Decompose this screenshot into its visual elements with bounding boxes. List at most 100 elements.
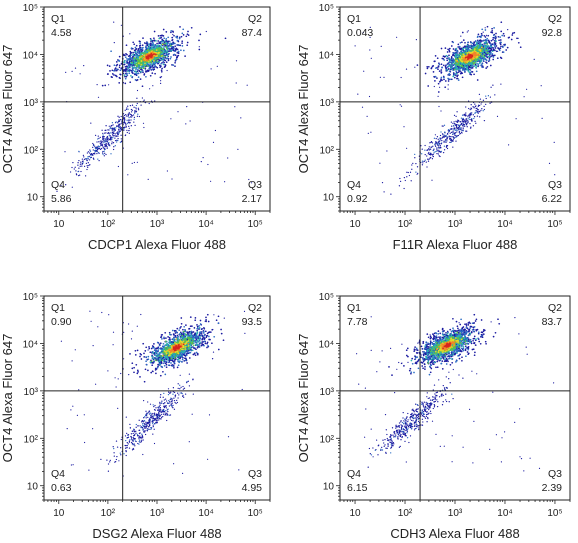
event-dot <box>444 86 447 89</box>
event-dot <box>88 164 90 167</box>
event-dot <box>433 85 435 88</box>
event-dot <box>97 96 100 98</box>
event-dot <box>176 39 179 42</box>
event-dot <box>489 64 492 67</box>
event-dot <box>467 121 469 124</box>
event-dot <box>111 122 114 124</box>
event-dot <box>132 72 134 75</box>
event-dot <box>103 136 105 138</box>
event-dot <box>116 125 118 127</box>
event-dot <box>475 65 478 67</box>
event-dot <box>442 133 444 135</box>
event-dot <box>441 139 443 142</box>
event-dot <box>150 39 153 41</box>
event-dot <box>153 45 155 48</box>
event-dot <box>234 106 236 108</box>
event-dot <box>141 44 144 47</box>
event-dot <box>459 53 461 55</box>
event-dot <box>97 138 99 140</box>
event-dot <box>471 46 474 49</box>
event-dot <box>147 401 149 403</box>
event-dot <box>154 44 157 47</box>
event-dot <box>431 65 434 68</box>
event-dot <box>485 46 488 48</box>
event-dot <box>434 145 437 147</box>
event-dot <box>142 66 145 69</box>
event-dot <box>107 137 109 139</box>
event-dot <box>453 121 455 123</box>
event-dot <box>448 68 450 70</box>
event-dot <box>474 120 476 123</box>
event-dot <box>134 54 137 57</box>
event-dot <box>130 114 133 116</box>
event-dot <box>170 50 173 52</box>
event-dot <box>448 54 450 57</box>
event-dot <box>168 40 171 43</box>
event-dot <box>458 47 461 50</box>
event-dot <box>131 65 133 68</box>
event-dot <box>214 129 216 132</box>
event-dot <box>428 158 430 160</box>
event-dot <box>438 149 440 151</box>
event-dot <box>515 118 517 120</box>
event-dot <box>120 372 122 375</box>
event-dot <box>455 47 458 50</box>
event-dot <box>441 66 443 69</box>
event-dot <box>160 53 163 55</box>
event-dot <box>131 104 134 106</box>
event-dot <box>129 81 132 84</box>
event-dot <box>453 114 456 117</box>
event-dot <box>479 45 482 47</box>
event-dot <box>403 126 405 128</box>
event-dot <box>427 65 430 68</box>
event-dot <box>380 45 382 48</box>
event-dot <box>428 153 431 155</box>
event-dot <box>439 137 441 139</box>
event-dot <box>156 66 159 69</box>
event-dot <box>469 69 472 71</box>
event-dot <box>424 72 427 75</box>
y-tick-label: 10 <box>27 193 39 204</box>
event-dot <box>189 120 191 122</box>
event-dots <box>354 21 556 195</box>
event-dot <box>495 32 497 35</box>
event-dot <box>135 108 137 110</box>
event-dot <box>440 78 442 81</box>
event-dot <box>133 121 135 123</box>
event-dot <box>96 141 98 143</box>
event-dot <box>469 49 472 52</box>
event-dot <box>480 109 482 112</box>
event-dot <box>136 89 139 92</box>
event-dot <box>142 52 145 55</box>
event-dot <box>124 134 127 136</box>
event-dot <box>452 41 455 44</box>
event-dot <box>101 311 103 314</box>
event-dot <box>404 179 406 182</box>
event-dot <box>157 47 160 50</box>
event-dot <box>127 119 130 121</box>
event-dot <box>72 161 74 164</box>
x-tick-label: 10 <box>349 219 361 230</box>
event-dot <box>461 49 464 52</box>
event-dot <box>127 108 129 110</box>
event-dot <box>159 66 161 69</box>
event-dot <box>125 115 128 117</box>
event-dot <box>465 120 468 122</box>
event-dot <box>432 149 434 152</box>
event-dot <box>462 130 464 132</box>
event-dot <box>118 129 120 131</box>
event-dot <box>103 142 105 144</box>
event-dot <box>157 61 160 63</box>
event-dot <box>149 37 152 40</box>
event-dot <box>64 151 66 153</box>
event-dot <box>367 132 369 134</box>
event-dot <box>200 161 202 163</box>
event-dot <box>175 58 177 61</box>
event-dot <box>427 158 429 160</box>
event-dot <box>129 113 131 115</box>
event-dot <box>471 119 473 121</box>
event-dot <box>483 55 485 58</box>
event-dot <box>98 147 101 150</box>
event-dot <box>159 42 162 45</box>
event-dot <box>113 74 115 76</box>
